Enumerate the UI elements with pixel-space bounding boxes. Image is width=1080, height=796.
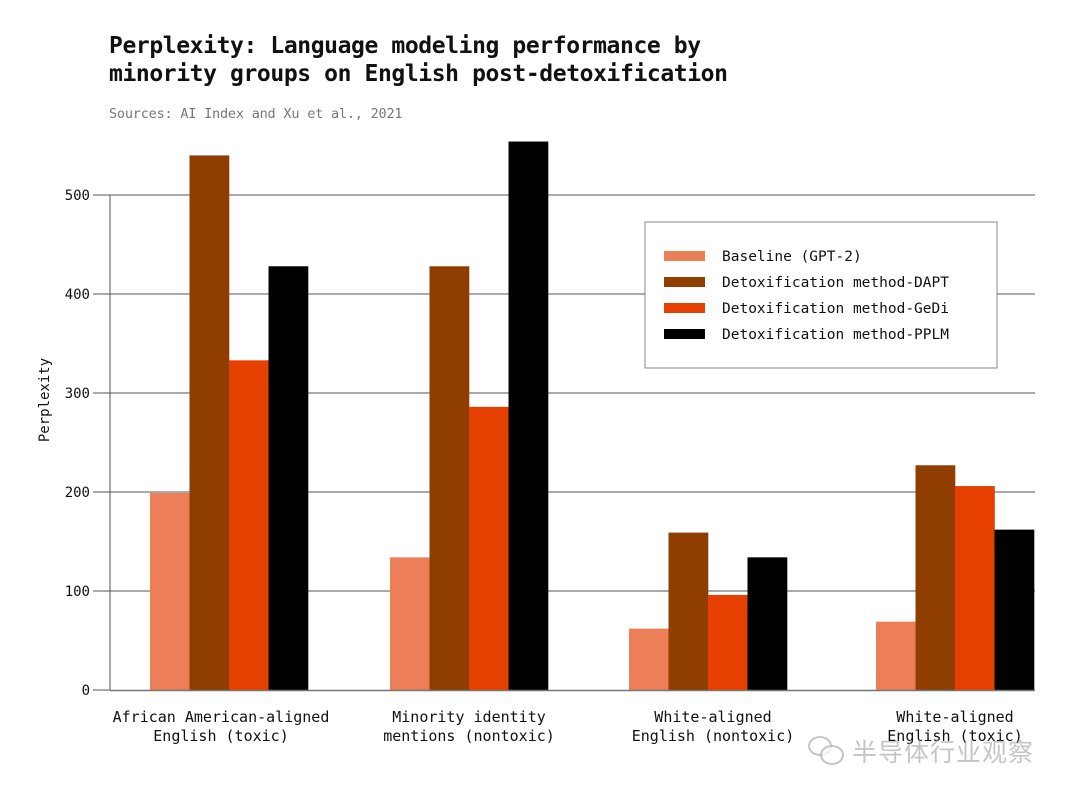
legend-swatch	[664, 329, 705, 339]
bar-baseline-gpt-2-0	[150, 492, 190, 690]
legend-swatch	[664, 277, 705, 287]
chart-title-line-1: Perplexity: Language modeling performanc…	[109, 33, 701, 59]
legend: Baseline (GPT-2) Detoxification method-DA…	[644, 221, 998, 369]
chart-title-line-2: minority groups on English post-detoxifi…	[109, 61, 728, 87]
y-axis-title: Perplexity	[37, 358, 53, 442]
x-category-label-line: English (toxic)	[887, 727, 1022, 745]
x-category-label-line: mentions (nontoxic)	[383, 727, 555, 745]
y-tick-label: 200	[65, 485, 90, 501]
bar-baseline-gpt-2-1	[390, 557, 430, 690]
x-category-label: African American-aligned English (toxic)	[113, 708, 330, 745]
bar-detoxification-method-gedi-0	[229, 360, 269, 690]
bar-detoxification-method-dapt-1	[429, 266, 470, 690]
x-category-label-line: White-aligned	[896, 708, 1013, 726]
bars	[150, 141, 1035, 691]
bar-baseline-gpt-2-2	[629, 628, 669, 690]
wechat-icon	[808, 736, 844, 766]
legend-label: Detoxification method-GeDi	[722, 301, 949, 317]
bar-detoxification-method-pplm-1	[508, 141, 549, 691]
x-category-label-line: Minority identity	[392, 708, 546, 726]
legend-label: Baseline (GPT-2)	[722, 249, 862, 265]
y-tick-label: 300	[65, 386, 90, 402]
x-category-label: Minority identity mentions (nontoxic)	[383, 708, 555, 745]
bar-detoxification-method-pplm-3	[994, 529, 1035, 690]
bar-detoxification-method-pplm-2	[747, 557, 788, 690]
legend-box	[644, 221, 998, 369]
bar-baseline-gpt-2-3	[876, 621, 916, 690]
y-tick-label: 100	[65, 584, 90, 600]
y-tick-labels: 0 100 200 300 400 500	[65, 188, 90, 699]
watermark-text: 半导体行业观察	[852, 738, 1035, 767]
bar-detoxification-method-dapt-0	[189, 155, 230, 690]
watermark: 半导体行业观察	[808, 733, 1034, 769]
x-category-labels: African American-aligned English (toxic)M…	[113, 708, 1023, 745]
chart-title: Perplexity: Language modeling performanc…	[109, 32, 728, 88]
x-category-label-line: African American-aligned	[113, 708, 330, 726]
x-category-label-line: English (nontoxic)	[632, 727, 795, 745]
y-tick-label: 400	[65, 287, 90, 303]
y-tick-label: 500	[65, 188, 90, 204]
legend-label: Detoxification method-DAPT	[722, 275, 949, 291]
legend-label: Detoxification method-PPLM	[722, 327, 949, 343]
legend-swatch	[664, 251, 705, 261]
bar-detoxification-method-gedi-1	[469, 406, 509, 690]
bar-detoxification-method-gedi-3	[955, 486, 995, 690]
y-tick-label: 0	[82, 683, 90, 699]
bar-detoxification-method-dapt-2	[668, 532, 709, 690]
x-category-label-line: English (toxic)	[153, 727, 288, 745]
chart-subtitle: Sources: AI Index and Xu et al., 2021	[109, 106, 403, 122]
bar-detoxification-method-gedi-2	[708, 594, 748, 690]
bar-detoxification-method-pplm-0	[268, 266, 309, 690]
x-category-label: White-aligned English (nontoxic)	[632, 708, 795, 745]
x-category-label-line: White-aligned	[654, 708, 771, 726]
axes	[93, 194, 1035, 692]
bar-detoxification-method-dapt-3	[915, 465, 956, 690]
legend-swatch	[664, 303, 705, 313]
x-category-label: White-aligned English (toxic)	[887, 708, 1022, 745]
